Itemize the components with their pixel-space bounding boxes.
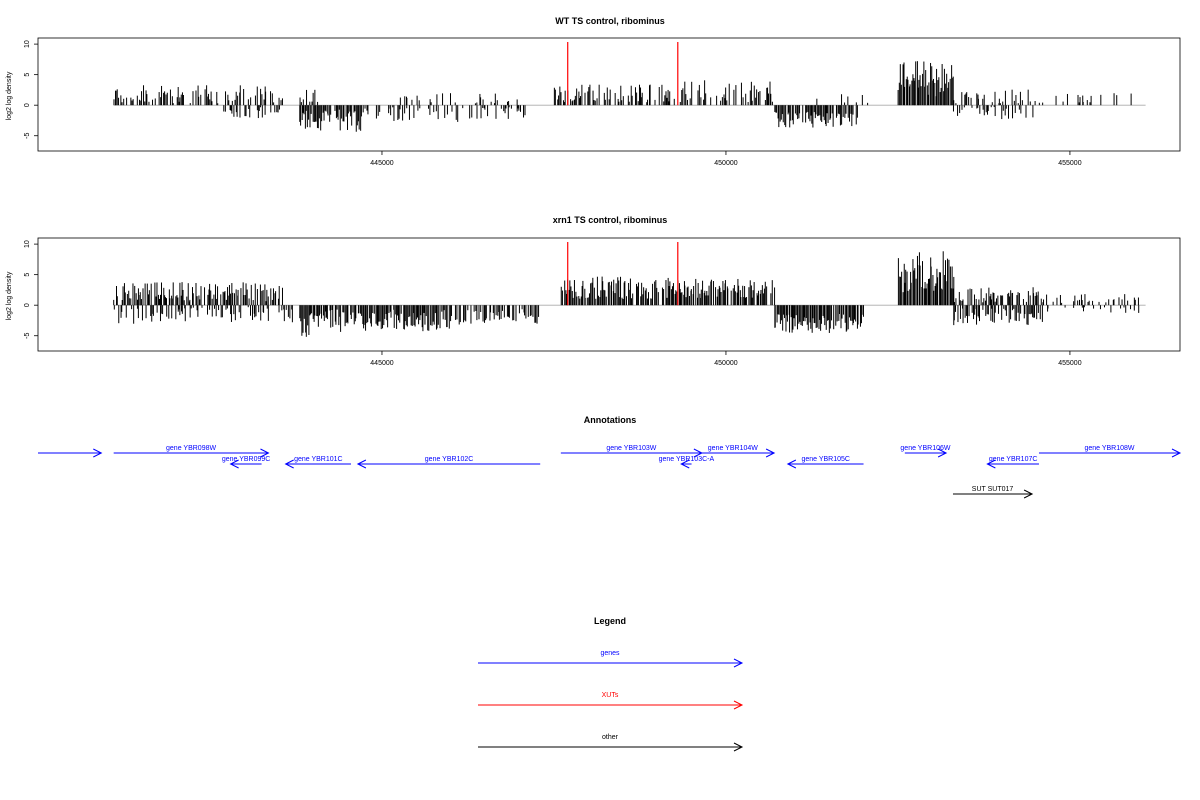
wt-x-tick-label: 450000 [714, 160, 737, 167]
annotation-label: gene YBR106W [900, 445, 950, 452]
xrn1-x-tick-label: 450000 [714, 360, 737, 367]
wt-panel: WT TS control, ribominus log2 log densit… [6, 16, 1181, 167]
xrn1-y-tick-label: -5 [24, 333, 31, 339]
wt-x-tick-label: 445000 [370, 160, 393, 167]
annotation-label: gene YBR107C [989, 456, 1038, 463]
annotation-arrowhead [260, 448, 270, 458]
legend-entry-label: other [602, 734, 619, 741]
annotation-label: gene YBR101C [294, 456, 343, 463]
legend-entry-arrowhead [733, 658, 744, 668]
annotation-arrowhead [765, 448, 776, 458]
annotation-label: gene YBR105C [801, 456, 850, 463]
wt-y-axis: -5 0 5 10 [24, 40, 38, 139]
annotation-label: SUT SUT017 [972, 486, 1014, 493]
annotation-label: gene YBR104W [708, 445, 758, 452]
xrn1-panel: xrn1 TS control, ribominus log2 log dens… [6, 215, 1181, 367]
annotation-arrowhead [93, 448, 103, 458]
annotation-label: gene YBR102C [425, 456, 474, 463]
legend: Legend genes XUTs other [478, 616, 744, 752]
xrn1-y-tick-label: 10 [24, 240, 31, 248]
legend-title: Legend [594, 616, 626, 626]
xrn1-y-tick-label: 5 [24, 273, 31, 277]
annotations-title: Annotations [584, 415, 637, 425]
wt-x-tick-label: 455000 [1058, 160, 1081, 167]
xrn1-x-axis: 445000 450000 455000 [370, 351, 1082, 367]
annotation-arrowhead [1171, 448, 1182, 458]
legend-entry-arrowhead [733, 742, 744, 752]
xrn1-y-tick-label: 0 [24, 303, 31, 307]
wt-title: WT TS control, ribominus [555, 16, 665, 26]
annotation-arrowhead [986, 459, 996, 469]
legend-entry-label: genes [600, 650, 620, 657]
xrn1-plot-frame [37, 237, 1181, 352]
wt-plot-frame [37, 37, 1181, 152]
wt-y-tick-label: -5 [24, 133, 31, 139]
annotation-arrowhead [1023, 489, 1034, 499]
annotation-label: gene YBR099C [222, 456, 271, 463]
wt-x-axis: 445000 450000 455000 [370, 151, 1082, 167]
xrn1-x-tick-label: 445000 [370, 360, 393, 367]
annotation-label: gene YBR108W [1084, 445, 1134, 452]
xrn1-ylabel: log2 log density [6, 271, 13, 320]
annotation-features: gene YBR098W gene YBR099C gene YBR101C gene… [38, 445, 1182, 499]
annotation-label: gene YBR103W [606, 445, 656, 452]
wt-y-tick-label: 10 [24, 40, 31, 48]
annotation-arrowhead [937, 448, 948, 458]
wt-data [113, 42, 1146, 132]
legend-entry-arrowhead [733, 700, 744, 710]
annotation-arrowhead [680, 459, 690, 469]
legend-entry-label: XUTs [602, 692, 619, 699]
wt-ylabel: log2 log density [6, 71, 13, 120]
xrn1-x-tick-label: 455000 [1058, 360, 1081, 367]
annotation-arrowhead [356, 459, 367, 469]
annotation-arrowhead [284, 459, 294, 469]
annotation-arrowhead [786, 459, 797, 469]
wt-y-tick-label: 0 [24, 103, 31, 107]
xrn1-data [113, 242, 1146, 337]
wt-y-tick-label: 5 [24, 73, 31, 77]
annotation-label: gene YBR098W [166, 445, 216, 452]
annotation-arrowhead [229, 459, 239, 469]
legend-entries: genes XUTs other [478, 650, 744, 752]
xrn1-title: xrn1 TS control, ribominus [553, 215, 668, 225]
annotation-label: gene YBR103C-A [659, 456, 715, 463]
xrn1-y-axis: -5 0 5 10 [24, 240, 38, 339]
